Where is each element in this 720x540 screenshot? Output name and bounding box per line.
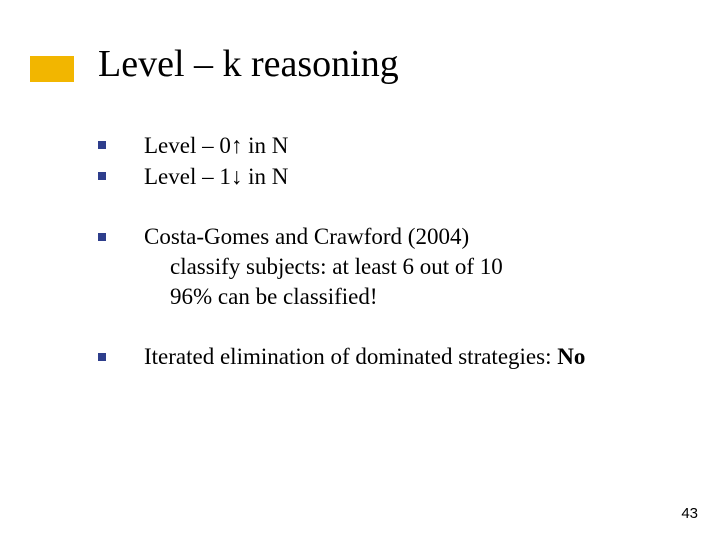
bullet-text: Costa-Gomes and Crawford (2004) bbox=[144, 222, 469, 252]
bullet-icon bbox=[98, 233, 106, 241]
title-accent-bar bbox=[30, 56, 74, 82]
bullet-item: Iterated elimination of dominated strate… bbox=[98, 342, 585, 372]
slide-body: Level – 0↑ in NLevel – 1↓ in N Costa-Gome… bbox=[98, 130, 585, 372]
bullet-icon bbox=[98, 172, 106, 180]
bullet-item: Costa-Gomes and Crawford (2004) bbox=[98, 222, 585, 252]
bullet-item: Level – 0↑ in N bbox=[98, 130, 585, 161]
bullet-subtext: 96% can be classified! bbox=[98, 282, 585, 312]
bullet-text: Iterated elimination of dominated strate… bbox=[144, 342, 585, 372]
bullet-text: Level – 1↓ in N bbox=[144, 161, 288, 192]
bullet-text: Level – 0↑ in N bbox=[144, 130, 288, 161]
page-number: 43 bbox=[681, 505, 698, 522]
bullet-icon bbox=[98, 353, 106, 361]
slide-title: Level – k reasoning bbox=[98, 42, 399, 86]
bullet-item: Level – 1↓ in N bbox=[98, 161, 585, 192]
bullet-icon bbox=[98, 141, 106, 149]
title-wrap: Level – k reasoning bbox=[98, 42, 399, 86]
bullet-subtext: classify subjects: at least 6 out of 10 bbox=[98, 252, 585, 282]
